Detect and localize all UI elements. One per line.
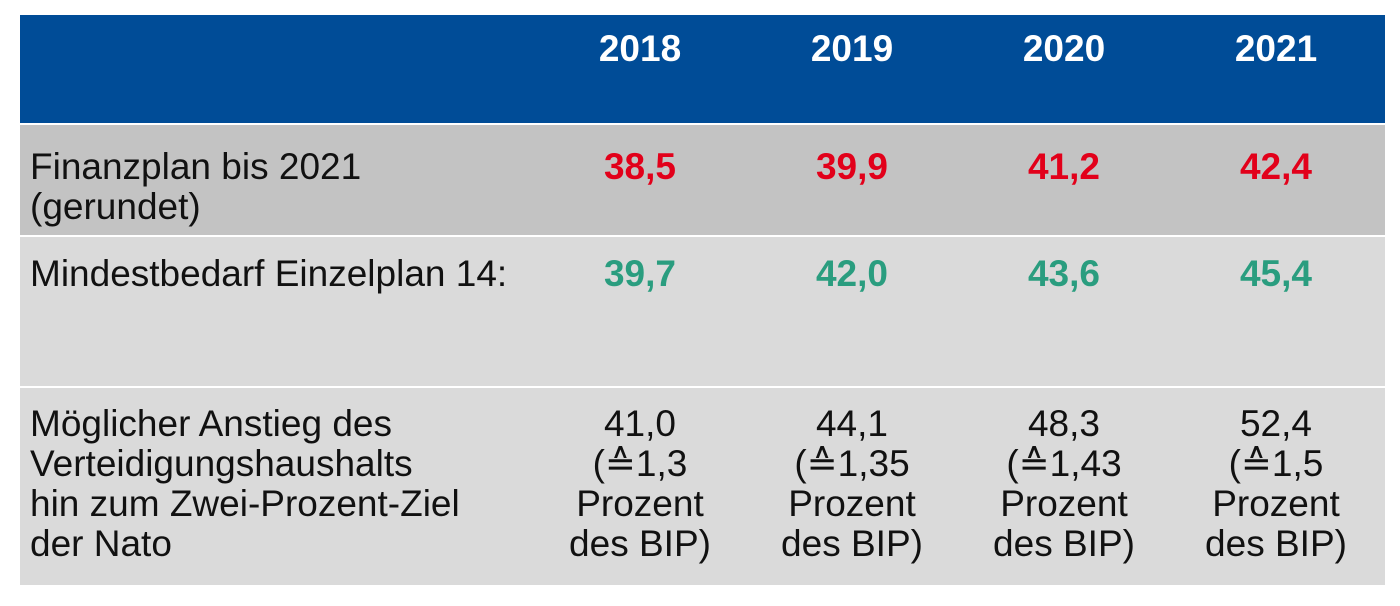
value-anstieg-2020: 48,3 (≙1,43 Prozent des BIP) — [993, 403, 1135, 564]
header-row: 2018 2019 2020 2021 — [20, 15, 1385, 123]
value-finanzplan-2019: 39,9 — [815, 146, 888, 187]
row-finanzplan: Finanzplan bis 2021 (gerundet) 38,5 39,9… — [20, 125, 1385, 235]
value-mindestbedarf-2019: 42,0 — [815, 253, 888, 294]
value-finanzplan-2020: 41,2 — [1027, 146, 1100, 187]
column-header-2018: 2018 — [598, 28, 682, 69]
value-anstieg-2018: 41,0 (≙1,3 Prozent des BIP) — [569, 403, 711, 564]
column-header-2020: 2020 — [1022, 28, 1106, 69]
value-mindestbedarf-2021: 45,4 — [1239, 253, 1312, 294]
budget-table: 2018 2019 2020 2021 Finanzplan bis 2021 … — [20, 15, 1385, 585]
row-mindestbedarf: Mindestbedarf Einzelplan 14: 39,7 42,0 4… — [20, 237, 1385, 386]
row-label-mindestbedarf: Mindestbedarf Einzelplan 14: — [30, 253, 508, 294]
header-corner — [20, 15, 534, 123]
column-header-2019: 2019 — [810, 28, 894, 69]
column-header-2021: 2021 — [1234, 28, 1318, 69]
row-anstieg: Möglicher Anstieg des Verteidigungshaush… — [20, 388, 1385, 585]
value-finanzplan-2018: 38,5 — [603, 146, 676, 187]
value-anstieg-2021: 52,4 (≙1,5 Prozent des BIP) — [1205, 403, 1347, 564]
value-mindestbedarf-2018: 39,7 — [603, 253, 676, 294]
row-label-finanzplan: Finanzplan bis 2021 (gerundet) — [30, 146, 362, 227]
value-finanzplan-2021: 42,4 — [1239, 146, 1312, 187]
value-anstieg-2019: 44,1 (≙1,35 Prozent des BIP) — [781, 403, 923, 564]
value-mindestbedarf-2020: 43,6 — [1027, 253, 1100, 294]
row-label-anstieg: Möglicher Anstieg des Verteidigungshaush… — [30, 403, 460, 564]
